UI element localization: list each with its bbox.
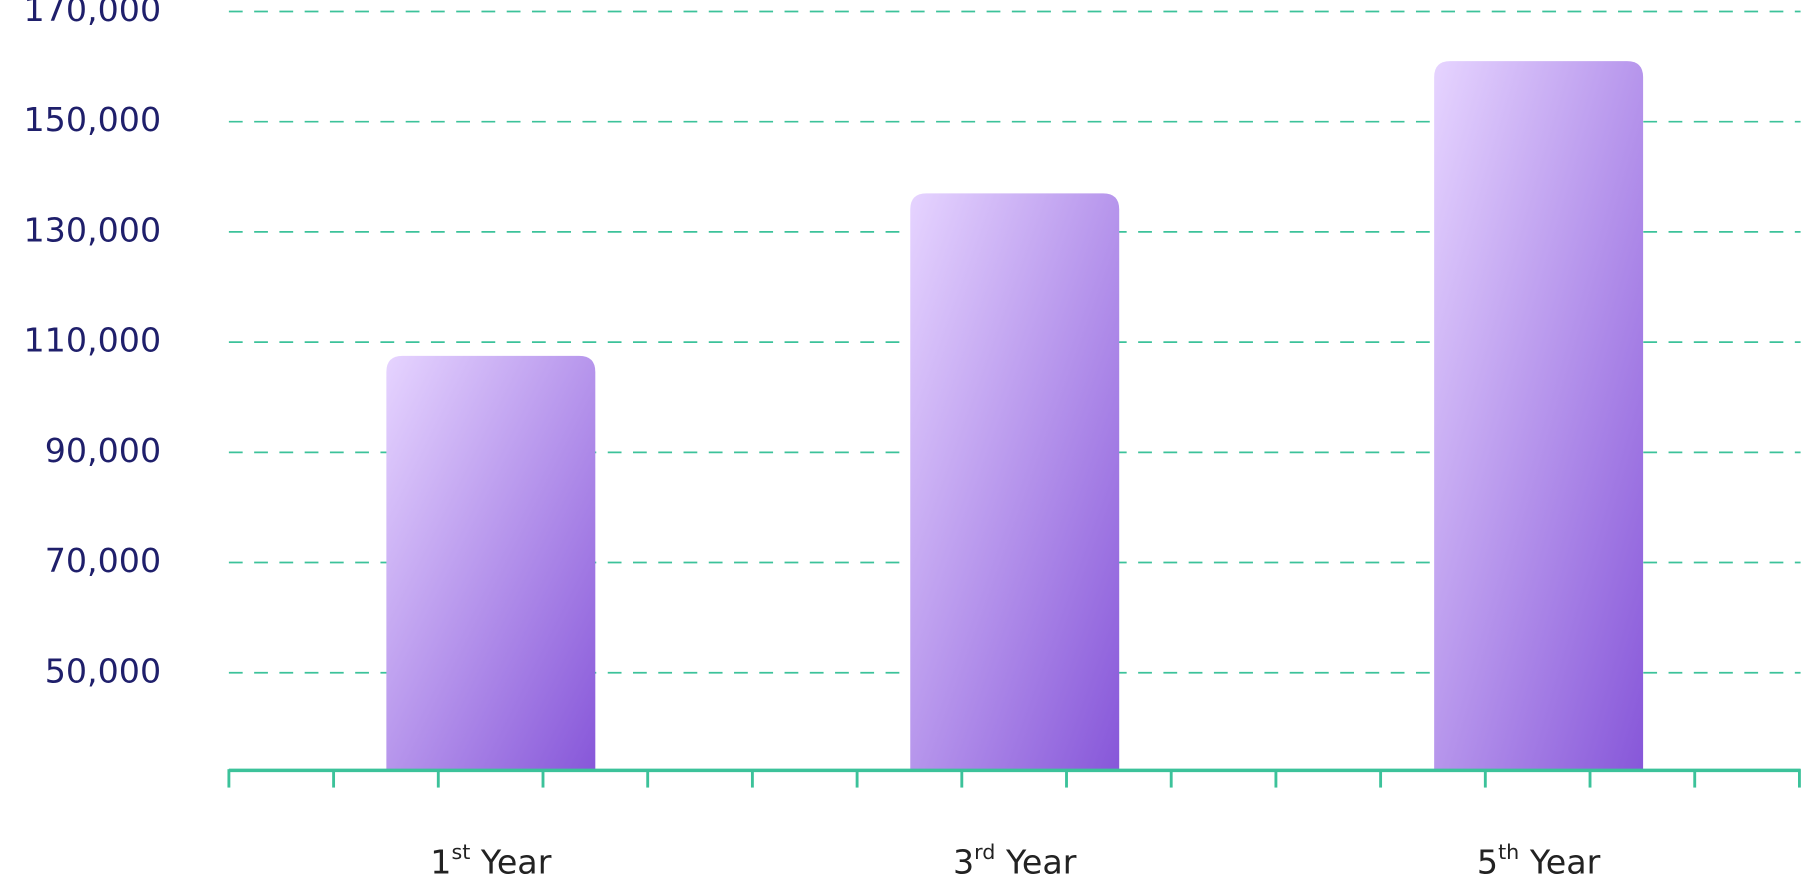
bar <box>910 193 1120 770</box>
x-tick-label: 3rd Year <box>953 840 1077 881</box>
y-tick-label: 70,000 <box>45 541 161 580</box>
bar <box>386 355 596 770</box>
y-tick-label: 110,000 <box>24 321 162 360</box>
x-tick-label: 1st Year <box>430 840 551 881</box>
y-tick-label: 50,000 <box>45 651 161 690</box>
x-tick-label: 5th Year <box>1477 840 1601 881</box>
y-tick-label: 130,000 <box>24 210 162 249</box>
bar <box>1434 61 1644 770</box>
y-tick-label: 150,000 <box>24 100 162 139</box>
y-tick-label: 170,000 <box>24 0 162 29</box>
y-tick-label: 90,000 <box>45 431 161 470</box>
